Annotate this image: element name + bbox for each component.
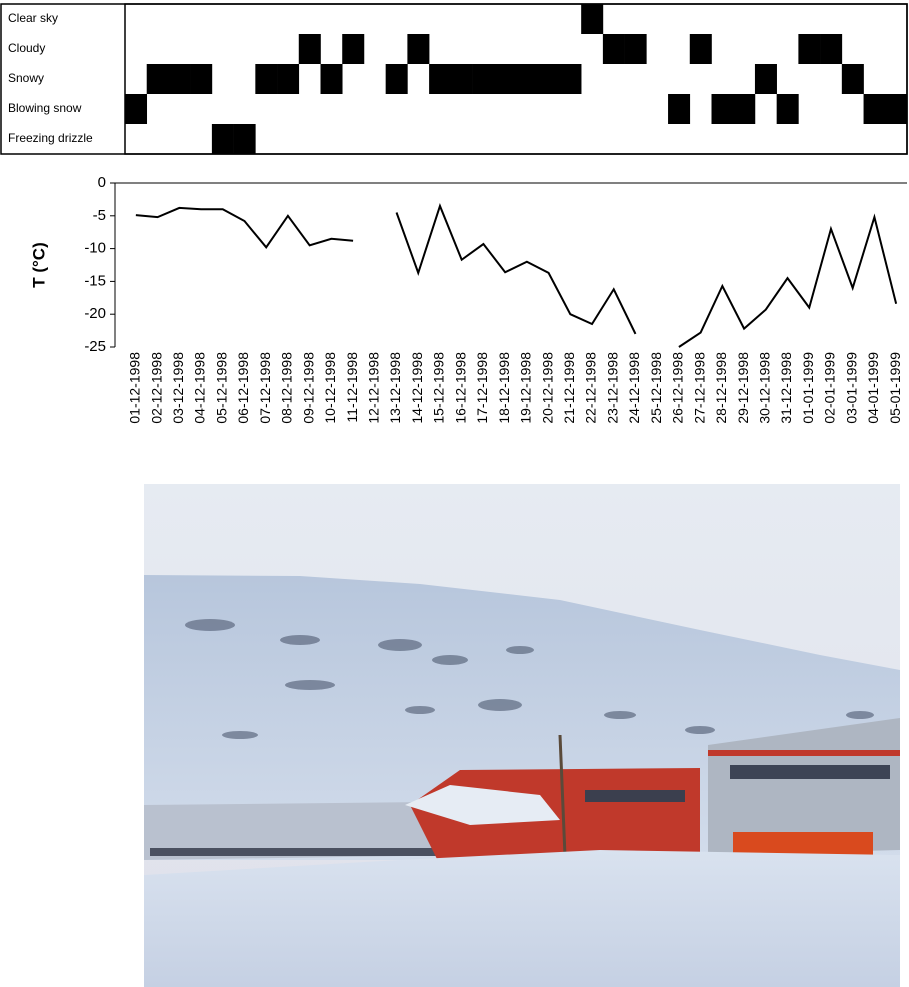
x-tick-label: 02-01-1999 [822,352,838,424]
x-tick-label: 19-12-1998 [518,352,534,424]
row-label: Clear sky [8,11,58,25]
weather-cell [407,34,429,64]
row-label: Blowing snow [8,101,82,115]
x-tick-label: 31-12-1998 [778,352,794,424]
weather-cell [255,64,277,94]
chart: T (°C) Clear sky Cloudy Snowy Blowing snow F… [0,0,909,480]
weather-cell [299,34,321,64]
x-tick-label: 23-12-1998 [604,352,620,424]
x-tick-label: 24-12-1998 [626,352,642,424]
x-tick-label: 12-12-1998 [366,352,382,424]
x-tick-label: 20-12-1998 [539,352,555,424]
weather-cell [277,64,299,94]
x-tick-label: 03-12-1998 [170,352,186,424]
snow-ground [144,850,900,987]
weather-cell [733,94,755,124]
weather-cell [321,64,343,94]
weather-cell [625,34,647,64]
windows-row [585,790,685,802]
weather-cell [690,34,712,64]
x-tick-label: 04-01-1999 [865,352,881,424]
x-tick-label: 21-12-1998 [561,352,577,424]
weather-cell [147,64,169,94]
x-tick-label: 30-12-1998 [757,352,773,424]
photo [0,480,909,987]
x-tick-label: 25-12-1998 [648,352,664,424]
y-tick-label: -25 [84,338,106,355]
weather-cell [168,64,190,94]
weather-cell [885,94,907,124]
weather-cell [494,64,516,94]
weather-cell [820,34,842,64]
x-tick-label: 26-12-1998 [670,352,686,424]
row-label: Freezing drizzle [8,131,93,145]
weather-cell [777,94,799,124]
x-tick-label: 02-12-1998 [148,352,164,424]
x-tick-label: 01-12-1998 [127,352,143,424]
y-tick-label: -10 [84,240,106,257]
weather-cell [516,64,538,94]
weather-cell [798,34,820,64]
y-tick-label: -20 [84,305,106,322]
x-tick-label: 18-12-1998 [496,352,512,424]
x-tick-label: 05-01-1999 [887,352,903,424]
x-tick-label: 17-12-1998 [474,352,490,424]
x-tick-label: 27-12-1998 [691,352,707,424]
x-tick-label: 22-12-1998 [583,352,599,424]
weather-cell [842,64,864,94]
x-tick-label: 03-01-1999 [843,352,859,424]
weather-cell [712,94,734,124]
x-tick-label: 13-12-1998 [387,352,403,424]
weather-cell [538,64,560,94]
windows-row [730,765,890,779]
weather-cell [864,94,886,124]
y-tick-label: -15 [84,272,106,289]
weather-cell [234,124,256,154]
row-label: Cloudy [8,41,45,55]
x-tick-label: 08-12-1998 [279,352,295,424]
x-tick-label: 29-12-1998 [735,352,751,424]
x-tick-label: 15-12-1998 [431,352,447,424]
weather-cell [581,4,603,34]
y-axis-label: T (°C) [29,242,48,288]
temperature-line [136,206,896,347]
x-tick-label: 10-12-1998 [322,352,338,424]
weather-cell [668,94,690,124]
y-tick-label: 0 [98,174,106,191]
stripe [708,750,900,756]
weather-cell [190,64,212,94]
x-tick-label: 06-12-1998 [235,352,251,424]
weather-cell [559,64,581,94]
weather-cell [451,64,473,94]
weather-cell [386,64,408,94]
weather-cell [473,64,495,94]
x-tick-label: 09-12-1998 [300,352,316,424]
x-tick-label: 05-12-1998 [213,352,229,424]
weather-cell [603,34,625,64]
x-tick-label: 07-12-1998 [257,352,273,424]
windows-row [150,848,450,856]
weather-cell [212,124,234,154]
weather-cell [342,34,364,64]
x-tick-label: 04-12-1998 [192,352,208,424]
weather-cell [755,64,777,94]
weather-cell [429,64,451,94]
x-tick-label: 16-12-1998 [452,352,468,424]
x-tick-label: 01-01-1999 [800,352,816,424]
row-label: Snowy [8,71,44,85]
weather-cell [125,94,147,124]
x-tick-label: 14-12-1998 [409,352,425,424]
x-tick-label: 28-12-1998 [713,352,729,424]
x-tick-label: 11-12-1998 [344,352,360,423]
y-tick-label: -5 [93,207,106,224]
